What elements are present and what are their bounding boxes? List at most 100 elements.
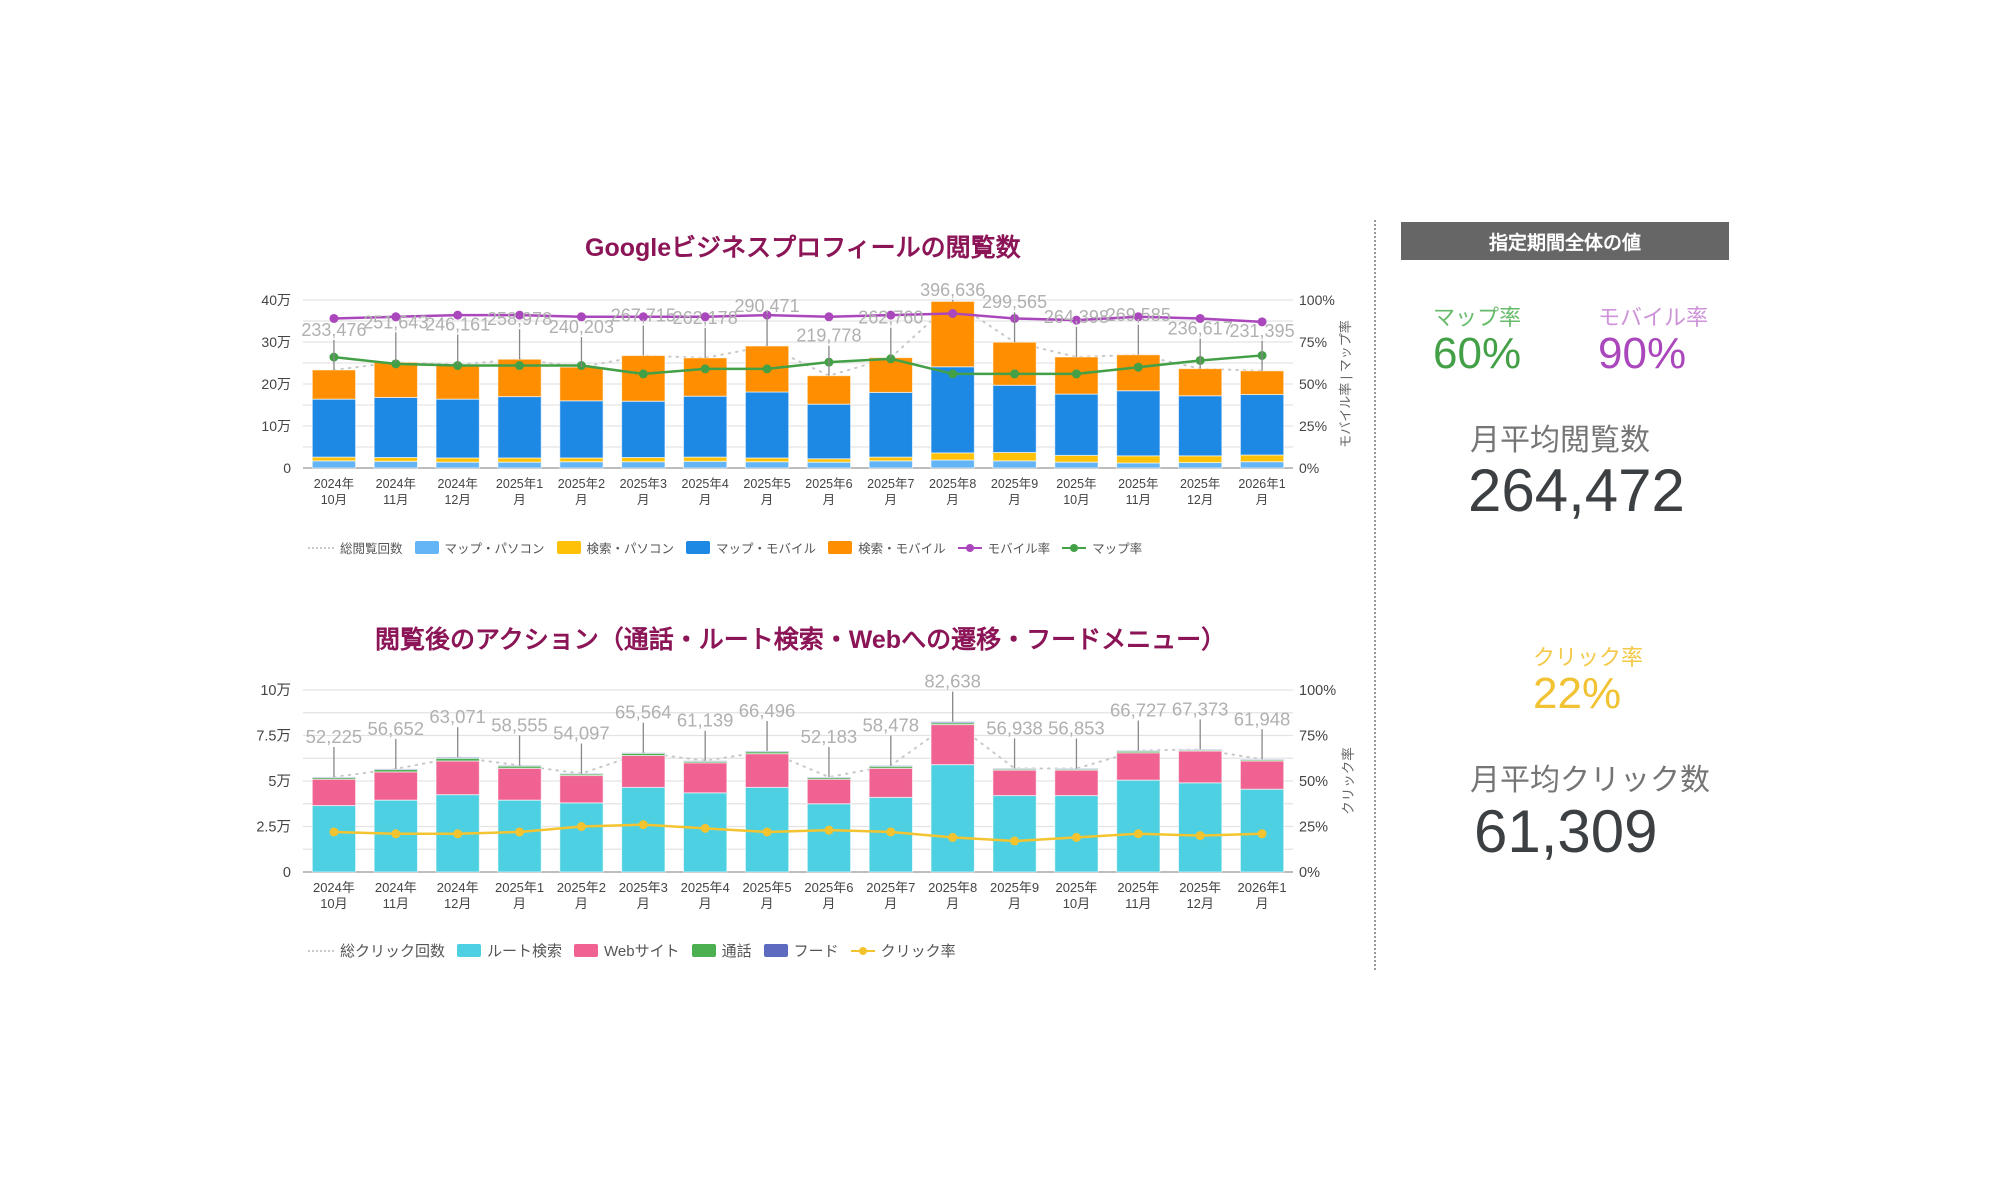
legend-label: マップ・パソコン xyxy=(444,542,545,556)
total-label: 65,564 xyxy=(615,702,672,723)
rate-point xyxy=(886,827,896,837)
rate-point xyxy=(453,310,463,320)
legend-label: マップ・モバイル xyxy=(716,542,817,556)
bar-segment xyxy=(930,721,975,724)
x-tick-label: 2025年7 xyxy=(866,880,915,895)
bar-segment xyxy=(311,369,357,400)
bar-segment xyxy=(806,403,852,460)
x-tick-label: 2025年 xyxy=(1055,880,1097,895)
y-right-tick-label: 25% xyxy=(1299,418,1327,434)
bar-segment xyxy=(806,776,852,779)
total-label: 52,225 xyxy=(306,726,363,747)
bar-segment xyxy=(1178,750,1223,784)
total-label: 54,097 xyxy=(553,723,610,744)
legend-swatch-icon xyxy=(763,944,788,957)
legend-swatch-icon xyxy=(691,944,716,957)
x-tick-label: 2025年5 xyxy=(743,477,790,491)
legend-item: モバイル率 xyxy=(957,538,1051,557)
actions-chart-legend: 総クリック回数 ルート検索 Webサイト 通話 フード クリック率 xyxy=(308,940,968,961)
rate-point xyxy=(700,823,710,833)
y-left-tick-label: 0 xyxy=(283,460,291,476)
x-tick-label: 12月 xyxy=(444,493,470,507)
rate-point xyxy=(1010,836,1020,846)
x-tick-label: 月 xyxy=(822,896,835,911)
bar-segment xyxy=(1178,748,1223,751)
bar-segment xyxy=(1239,394,1285,456)
bar-segment xyxy=(930,724,975,766)
bar-segment xyxy=(1116,354,1161,392)
x-tick-label: 2025年1 xyxy=(496,477,543,491)
rate-point xyxy=(453,829,463,839)
bar-segment xyxy=(1178,395,1223,457)
total-label: 396,636 xyxy=(920,280,985,300)
bar-segment xyxy=(311,398,357,458)
x-tick-label: 2025年7 xyxy=(867,477,914,491)
y-right-tick-label: 0% xyxy=(1299,460,1319,476)
legend-item: マップ率 xyxy=(1062,538,1142,557)
rate-point xyxy=(1071,315,1081,325)
rate-point xyxy=(1195,313,1205,323)
x-tick-label: 月 xyxy=(575,896,588,911)
legend-dotted-line-icon xyxy=(308,949,334,952)
click-rate-value: 22% xyxy=(1533,669,1622,718)
rate-point xyxy=(762,827,772,837)
x-tick-label: 月 xyxy=(761,896,774,911)
rate-point xyxy=(453,361,463,371)
y-right-tick-label: 100% xyxy=(1299,683,1336,699)
y-left-tick-label: 5万 xyxy=(268,774,291,790)
x-tick-label: 2025年2 xyxy=(558,477,605,491)
rate-point xyxy=(1133,362,1143,372)
rate-point xyxy=(1195,831,1205,841)
bar-segment xyxy=(497,764,542,767)
rate-point xyxy=(762,364,772,374)
legend-item: Webサイト xyxy=(574,940,680,961)
bar-segment xyxy=(497,396,542,459)
total-label: 56,652 xyxy=(368,718,425,739)
rate-line xyxy=(333,823,1263,843)
bar-segment xyxy=(311,805,357,873)
rate-point xyxy=(515,827,525,837)
bar-segment xyxy=(435,398,480,459)
x-tick-label: 月 xyxy=(513,493,526,507)
rate-point xyxy=(700,364,710,374)
x-tick-label: 2024年 xyxy=(375,880,417,895)
rate-point xyxy=(329,313,339,323)
x-tick-label: 10月 xyxy=(1063,493,1089,507)
x-tick-label: 月 xyxy=(761,493,774,507)
total-label: 290,471 xyxy=(735,296,800,316)
legend-dotted-line-icon xyxy=(308,546,334,549)
legend-label: クリック率 xyxy=(880,943,956,960)
bar-segment xyxy=(1239,758,1285,761)
bar-segment xyxy=(435,756,480,759)
bar-segment xyxy=(497,767,542,801)
bar-segment xyxy=(373,396,418,459)
legend-item: クリック率 xyxy=(850,940,956,961)
bar-segment xyxy=(311,778,357,807)
x-tick-label: 12月 xyxy=(444,896,471,911)
x-tick-label: 11月 xyxy=(1125,896,1152,911)
total-label: 58,555 xyxy=(491,714,548,735)
map-rate-value: 60% xyxy=(1433,329,1522,378)
bar-segment xyxy=(744,750,790,753)
bar-segment xyxy=(311,776,357,779)
x-tick-label: 10月 xyxy=(1063,896,1090,911)
x-tick-label: 2026年1 xyxy=(1237,880,1286,895)
x-tick-label: 月 xyxy=(637,896,650,911)
panel-header: 指定期間全体の値 xyxy=(1401,222,1729,260)
total-label: 231,395 xyxy=(1230,321,1295,341)
x-tick-label: 月 xyxy=(946,493,959,507)
x-tick-label: 月 xyxy=(885,493,898,507)
legend-label: 検索・モバイル xyxy=(858,542,946,556)
legend-label: モバイル率 xyxy=(987,542,1051,556)
rate-point xyxy=(1133,829,1143,839)
click-rate-label: クリック率 xyxy=(1533,645,1644,670)
views-chart-title: Googleビジネスプロフィールの閲覧数 xyxy=(585,234,1021,262)
total-label: 299,565 xyxy=(982,292,1047,312)
x-tick-label: 月 xyxy=(575,493,588,507)
bar-segment xyxy=(683,395,728,458)
legend-label: フード xyxy=(793,943,839,960)
y-right-axis-title: クリック率 xyxy=(1340,747,1356,815)
total-label: 262,760 xyxy=(858,308,923,328)
legend-line-marker-icon xyxy=(957,543,982,552)
bar-segment xyxy=(559,802,604,873)
